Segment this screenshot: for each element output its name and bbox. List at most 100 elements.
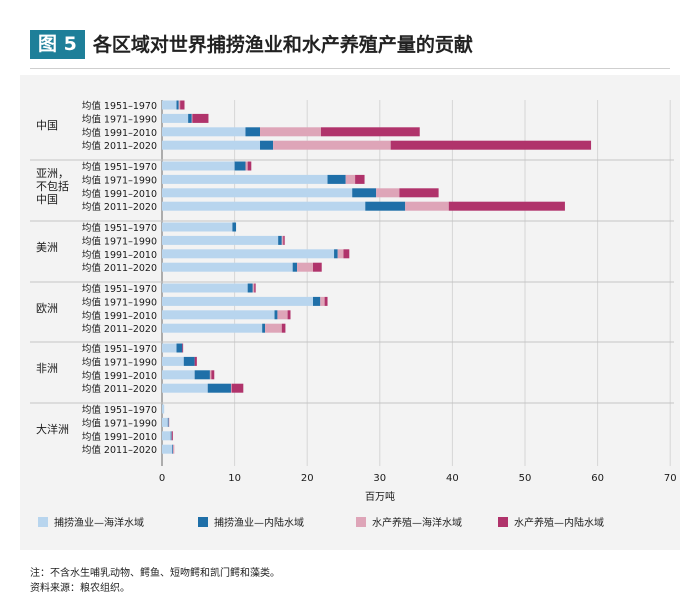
bar-segment	[313, 296, 321, 306]
bar-segment	[162, 174, 328, 184]
bar-segment	[297, 262, 314, 272]
x-tick-label: 40	[446, 473, 459, 484]
chart-legend: 捕捞渔业—海洋水域 捕捞渔业—内陆水域 水产养殖—海洋水域 水产养殖—内陆水域	[38, 514, 678, 530]
bar-segment	[191, 113, 193, 123]
bar-segment	[355, 174, 365, 184]
bar-segment	[247, 283, 253, 293]
period-label: 均值 1951–1970	[82, 222, 157, 234]
bar-segment	[448, 201, 565, 211]
period-label: 均值 2011–2020	[82, 140, 157, 152]
bar-segment	[162, 444, 173, 454]
bar-segment	[376, 188, 400, 198]
bar-segment	[162, 370, 195, 380]
legend-label: 捕捞渔业—内陆水域	[214, 518, 304, 529]
bar-segment	[277, 310, 288, 320]
bar-segment	[334, 249, 338, 259]
region-label: 中国	[36, 119, 58, 132]
bar-segment	[231, 383, 244, 393]
bar-segment	[352, 188, 377, 198]
bar-segment	[162, 127, 246, 137]
period-label: 均值 1951–1970	[82, 404, 157, 416]
period-label: 均值 1951–1970	[82, 283, 157, 295]
bar-segment	[162, 140, 261, 150]
period-label: 均值 2011–2020	[82, 383, 157, 395]
region-label: 非洲	[36, 362, 58, 375]
bar-segment	[273, 140, 391, 150]
bar-segment	[162, 283, 248, 293]
legend-item: 捕捞渔业—内陆水域	[198, 514, 304, 529]
bar-segment	[162, 201, 366, 211]
bar-segment	[172, 444, 175, 454]
bar-segment	[278, 235, 282, 245]
x-tick-label: 70	[664, 473, 677, 484]
bar-segment	[172, 444, 173, 454]
region-label: 中国	[36, 193, 58, 206]
bar-segment	[262, 323, 266, 333]
bar-segment	[252, 283, 255, 293]
legend-item: 捕捞渔业—海洋水域	[38, 514, 144, 529]
bar-segment	[265, 323, 282, 333]
bar-segment	[345, 174, 356, 184]
note-line: 注：不含水生哺乳动物、鳄鱼、短吻鳄和凯门鳄和藻类。	[30, 568, 280, 579]
bar-segment	[313, 262, 322, 272]
legend-label: 水产养殖—内陆水域	[514, 518, 604, 529]
bar-segment	[194, 356, 197, 366]
region-label: 欧洲	[36, 302, 58, 315]
bar-segment	[188, 113, 192, 123]
legend-label: 捕捞渔业—海洋水域	[54, 518, 144, 529]
bar-segment	[230, 383, 232, 393]
period-label: 均值 2011–2020	[82, 201, 157, 213]
bar-segment	[245, 161, 248, 171]
bar-segment	[162, 431, 171, 441]
period-label: 均值 1991–2010	[82, 249, 157, 261]
title-divider	[30, 68, 670, 69]
period-label: 均值 1991–2010	[82, 310, 157, 322]
region-label: 美洲	[36, 241, 58, 254]
chart-panel	[20, 75, 680, 550]
source-line: 资料来源：粮农组织。	[30, 583, 130, 594]
period-label: 均值 1971–1990	[82, 356, 157, 368]
bar-segment	[211, 370, 215, 380]
bar-segment	[281, 323, 286, 333]
legend-swatch	[356, 516, 366, 527]
x-tick-label: 20	[301, 473, 314, 484]
bar-segment	[172, 431, 173, 441]
bar-segment	[167, 417, 169, 427]
bar-segment	[390, 140, 592, 150]
bar-segment	[162, 100, 177, 110]
bar-segment	[162, 235, 279, 245]
bar-segment	[176, 100, 179, 110]
bar-segment	[162, 404, 165, 414]
legend-item: 水产养殖—内陆水域	[498, 514, 604, 529]
bar-segment	[281, 235, 284, 245]
bar-segment	[260, 127, 321, 137]
bar-segment	[207, 383, 231, 393]
period-label: 均值 1971–1990	[82, 113, 157, 125]
period-label: 均值 2011–2020	[82, 262, 157, 274]
period-label: 均值 2011–2020	[82, 323, 157, 335]
bar-segment	[162, 356, 184, 366]
bar-segment	[183, 356, 195, 366]
bar-segment	[170, 431, 172, 441]
bar-segment	[234, 161, 246, 171]
figure-title: 各区域对世界捕捞渔业和水产养殖产量的贡献	[92, 33, 473, 56]
figure-notes: 注：不含水生哺乳动物、鳄鱼、短吻鳄和凯门鳄和藻类。 资料来源：粮农组织。	[30, 566, 670, 596]
bar-segment	[287, 310, 291, 320]
bar-segment	[274, 310, 278, 320]
region-label: 亚洲，	[36, 167, 69, 180]
period-label: 均值 1951–1970	[82, 343, 157, 355]
x-axis-title: 百万吨	[365, 490, 395, 503]
bar-segment	[320, 127, 420, 137]
x-tick-label: 0	[159, 473, 165, 484]
region-label: 大洋洲	[36, 422, 69, 436]
bar-segment	[162, 417, 168, 427]
bar-segment	[162, 323, 263, 333]
figure-number-badge: 图 5	[30, 30, 85, 59]
bar-segment	[180, 100, 185, 110]
bar-segment	[162, 222, 233, 232]
bar-segment	[162, 296, 314, 306]
bar-segment	[178, 100, 181, 110]
period-label: 均值 1971–1990	[82, 417, 157, 429]
bar-segment	[232, 222, 237, 232]
bar-segment	[162, 161, 235, 171]
